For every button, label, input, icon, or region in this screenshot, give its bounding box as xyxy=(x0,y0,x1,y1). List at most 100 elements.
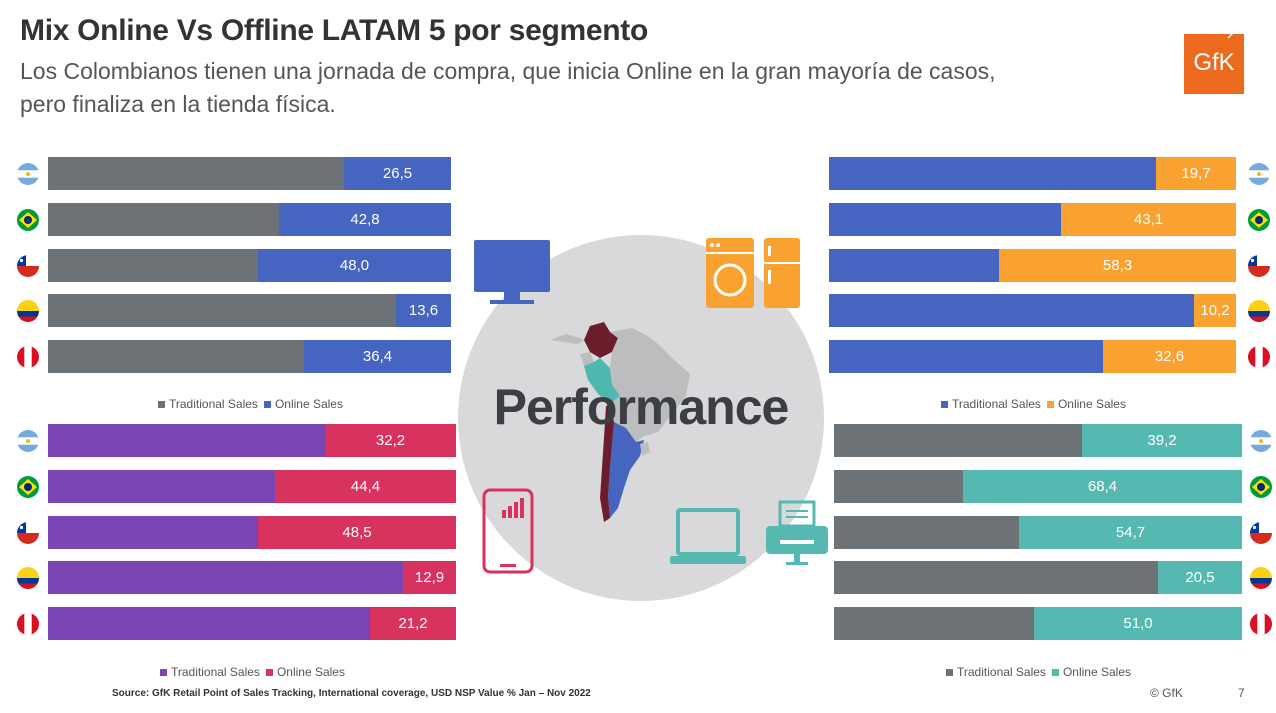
bar-traditional-chile xyxy=(48,248,258,282)
bar-traditional-colombia xyxy=(48,294,396,328)
gfk-logo: GfK xyxy=(1184,34,1244,94)
page-subtitle: Los Colombianos tienen una jornada de co… xyxy=(20,58,996,117)
page-title: Mix Online Vs Offline LATAM 5 por segmen… xyxy=(20,14,649,47)
bar-row: 21,2 xyxy=(48,607,456,640)
bar-row: 10,2 xyxy=(829,294,1236,328)
legend-label: Online Sales xyxy=(274,397,343,411)
bar-online-chile xyxy=(999,248,1236,282)
chile-flag-icon xyxy=(1250,521,1272,544)
bar-label-brazil: 43,1 xyxy=(1133,210,1164,228)
bar-traditional-brazil xyxy=(829,202,1061,236)
bar-traditional-chile xyxy=(48,515,258,549)
legend-swatch xyxy=(941,401,948,409)
bar-traditional-colombia xyxy=(48,561,403,595)
bar-row: 48,5 xyxy=(48,515,456,549)
bar-row: 32,6 xyxy=(829,340,1236,373)
bar-traditional-peru xyxy=(48,607,370,640)
legend-item-traditional: Traditional Sales xyxy=(941,397,1041,411)
brazil-flag-icon xyxy=(1250,475,1272,498)
bar-label-colombia: 13,6 xyxy=(408,302,439,320)
bar-traditional-peru xyxy=(48,340,304,373)
bar-row: 12,9 xyxy=(48,561,456,595)
bar-online-chile xyxy=(258,248,451,282)
peru-flag-icon xyxy=(1248,346,1270,368)
bar-traditional-chile xyxy=(834,515,1019,549)
bar-traditional-chile xyxy=(829,248,999,282)
legend-label: Traditional Sales xyxy=(171,665,260,679)
bar-row: 51,0 xyxy=(834,607,1242,640)
bar-online-chile xyxy=(258,515,456,549)
page-number: 7 xyxy=(1238,686,1245,700)
bar-traditional-brazil xyxy=(834,469,963,503)
bar-label-chile: 54,7 xyxy=(1115,523,1146,541)
bar-label-colombia: 20,5 xyxy=(1185,569,1215,587)
legend-item-online: Online Sales xyxy=(1046,397,1126,411)
legend-item-online: Online Sales xyxy=(265,665,345,679)
argentina-flag-icon xyxy=(17,430,39,452)
bar-online-colombia xyxy=(1194,294,1236,328)
bar-online-brazil xyxy=(963,469,1242,503)
chart-legend: Traditional Sales Online Sales xyxy=(941,397,1132,411)
argentina-flag-icon xyxy=(1248,163,1270,185)
bar-label-peru: 32,6 xyxy=(1154,348,1185,365)
copyright: © GfK xyxy=(1150,686,1183,700)
bar-row: 39,2 xyxy=(834,424,1242,457)
legend-swatch xyxy=(263,401,271,409)
bar-row: 42,8 xyxy=(48,202,451,236)
colombia-flag-icon xyxy=(17,300,39,323)
legend-swatch xyxy=(158,401,165,409)
chile-flag-icon xyxy=(1248,254,1270,277)
legend-label: Traditional Sales xyxy=(169,397,258,411)
bar-traditional-brazil xyxy=(48,202,279,236)
peru-flag-icon xyxy=(1250,613,1272,635)
legend-label: Traditional Sales xyxy=(957,665,1046,679)
colombia-flag-icon xyxy=(1248,300,1270,323)
legend-swatch xyxy=(946,669,953,677)
bar-row: 58,3 xyxy=(829,248,1236,282)
legend-item-online: Online Sales xyxy=(1051,665,1131,679)
bar-label-colombia: 12,9 xyxy=(414,569,445,587)
bar-label-argentina: 39,2 xyxy=(1147,432,1177,449)
bar-row: 43,1 xyxy=(829,202,1236,236)
legend-label: Online Sales xyxy=(1062,665,1131,679)
bar-label-peru: 36,4 xyxy=(362,348,393,365)
bar-online-peru xyxy=(1103,340,1236,373)
bar-online-brazil xyxy=(1061,202,1236,236)
bar-online-argentina xyxy=(1082,424,1242,457)
bar-label-brazil: 44,4 xyxy=(350,477,381,495)
legend-swatch xyxy=(1051,669,1059,677)
legend-label: Online Sales xyxy=(276,665,345,679)
bar-traditional-peru xyxy=(829,340,1103,373)
bar-row: 19,7 xyxy=(829,157,1236,190)
peru-flag-icon xyxy=(17,346,39,368)
bar-traditional-argentina xyxy=(48,157,344,190)
bar-online-brazil xyxy=(279,202,451,236)
bar-row: 20,5 xyxy=(834,561,1242,595)
bar-row: 68,4 xyxy=(834,469,1242,503)
bar-row: 48,0 xyxy=(48,248,451,282)
bar-traditional-colombia xyxy=(834,561,1158,595)
bar-online-argentina xyxy=(325,424,456,457)
south-america-map-icon xyxy=(550,322,690,522)
chile-flag-icon xyxy=(17,521,39,544)
bar-traditional-peru xyxy=(834,607,1034,640)
bar-label-argentina: 26,5 xyxy=(382,165,413,182)
bar-online-peru xyxy=(304,340,451,373)
bar-label-argentina: 19,7 xyxy=(1181,165,1211,182)
bar-online-peru xyxy=(370,607,456,640)
legend-label: Traditional Sales xyxy=(952,397,1041,411)
bar-row: 44,4 xyxy=(48,469,456,503)
bar-online-colombia xyxy=(1158,561,1242,595)
chile-flag-icon xyxy=(17,254,39,277)
bar-traditional-brazil xyxy=(48,469,275,503)
brazil-flag-icon xyxy=(1248,208,1270,231)
legend-swatch xyxy=(1046,401,1054,409)
legend-swatch xyxy=(160,669,167,677)
bar-online-peru xyxy=(1034,607,1242,640)
bar-online-chile xyxy=(1019,515,1242,549)
bar-online-argentina xyxy=(344,157,451,190)
monitor-icon xyxy=(474,240,550,304)
source-note: Source: GfK Retail Point of Sales Tracki… xyxy=(112,688,591,699)
bar-row: 32,2 xyxy=(48,424,456,457)
brazil-flag-icon xyxy=(17,208,39,231)
